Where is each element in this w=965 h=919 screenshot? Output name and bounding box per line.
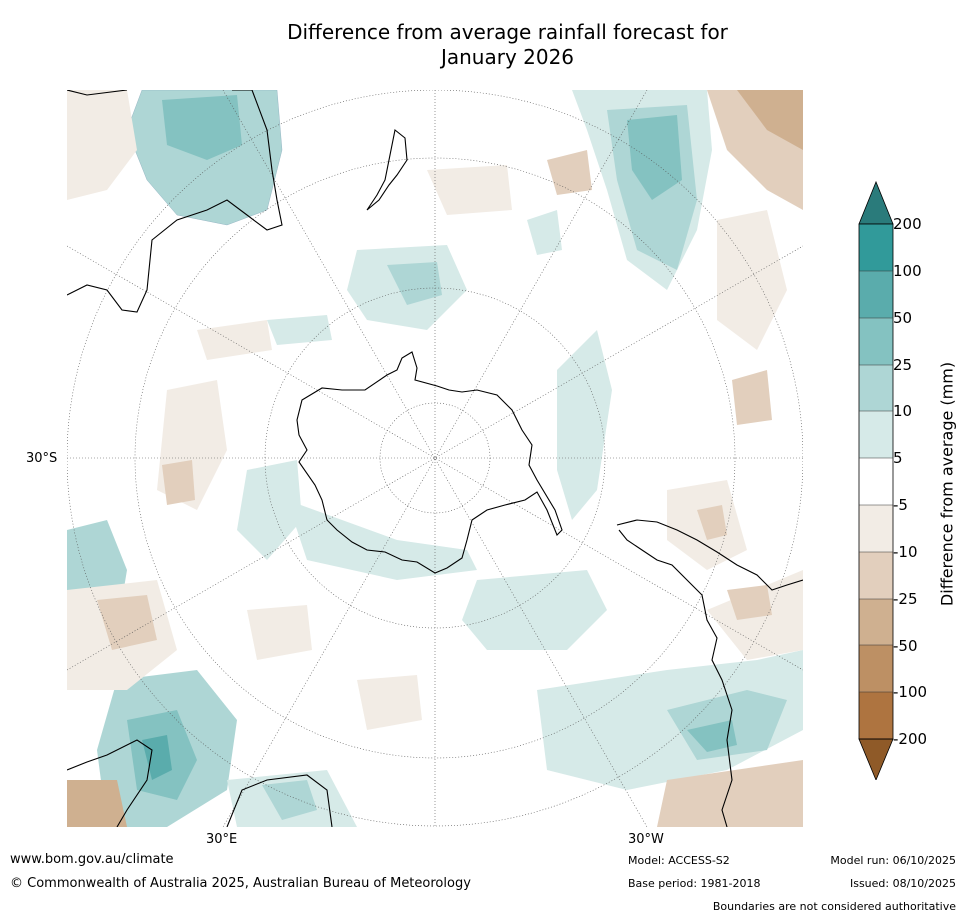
colorbar-tick: -5 — [893, 496, 908, 514]
colorbar-band — [859, 365, 893, 411]
colorbar-tick: -200 — [893, 730, 928, 748]
colorbar-tick: 100 — [893, 262, 922, 280]
colorbar-band — [859, 505, 893, 552]
longitude-label-30e: 30°E — [206, 832, 238, 847]
colorbar-tick: 10 — [893, 402, 913, 420]
drier-regions — [67, 90, 803, 827]
colorbar-tick: 200 — [893, 215, 922, 233]
colorbar-title: Difference from average (mm) — [937, 361, 957, 607]
colorbar-band — [859, 692, 893, 739]
new-zealand-coast — [366, 129, 408, 211]
footer-issued: Issued: 08/10/2025 — [849, 877, 956, 890]
australia-coast — [67, 90, 283, 313]
colorbar-band — [859, 411, 893, 458]
footer-url[interactable]: www.bom.gov.au/climate — [10, 852, 174, 867]
colorbar-band — [859, 318, 893, 365]
title-line-1: Difference from average rainfall forecas… — [287, 20, 728, 44]
antarctica-coast — [296, 351, 563, 574]
colorbar-tick: 5 — [893, 449, 903, 467]
coastlines — [67, 90, 803, 827]
footer-model: Model: ACCESS-S2 — [628, 854, 730, 867]
colorbar-band — [859, 271, 893, 318]
colorbar-band — [859, 458, 893, 505]
south-america-coast — [616, 519, 803, 827]
colorbar — [858, 180, 894, 780]
colorbar-bottom-arrow — [858, 738, 894, 780]
colorbar-band — [859, 599, 893, 645]
latitude-label: 30°S — [26, 451, 58, 466]
colorbar-tick: -25 — [893, 590, 918, 608]
forecast-map[interactable] — [67, 90, 803, 827]
colorbar-tick: -50 — [893, 637, 918, 655]
colorbar-tick: -100 — [893, 683, 928, 701]
colorbar-band — [859, 224, 893, 271]
colorbar-band — [859, 645, 893, 692]
colorbar-tick: -10 — [893, 543, 918, 561]
colorbar-top-arrow — [858, 180, 894, 225]
footer-model-run: Model run: 06/10/2025 — [830, 854, 956, 867]
chart-title: Difference from average rainfall forecas… — [0, 20, 965, 70]
footer-base-period: Base period: 1981-2018 — [628, 877, 761, 890]
map-canvas — [67, 90, 803, 827]
africa-coast — [67, 739, 333, 827]
graticule — [67, 90, 803, 827]
wetter-regions — [67, 90, 803, 827]
colorbar-tick: 25 — [893, 356, 913, 374]
colorbar-band — [859, 552, 893, 599]
title-line-2: January 2026 — [440, 45, 575, 69]
footer-copyright: © Commonwealth of Australia 2025, Austra… — [10, 876, 471, 891]
footer-disclaimer: Boundaries are not considered authoritat… — [712, 900, 956, 913]
longitude-label-30w: 30°W — [628, 832, 664, 847]
colorbar-tick: 50 — [893, 309, 913, 327]
